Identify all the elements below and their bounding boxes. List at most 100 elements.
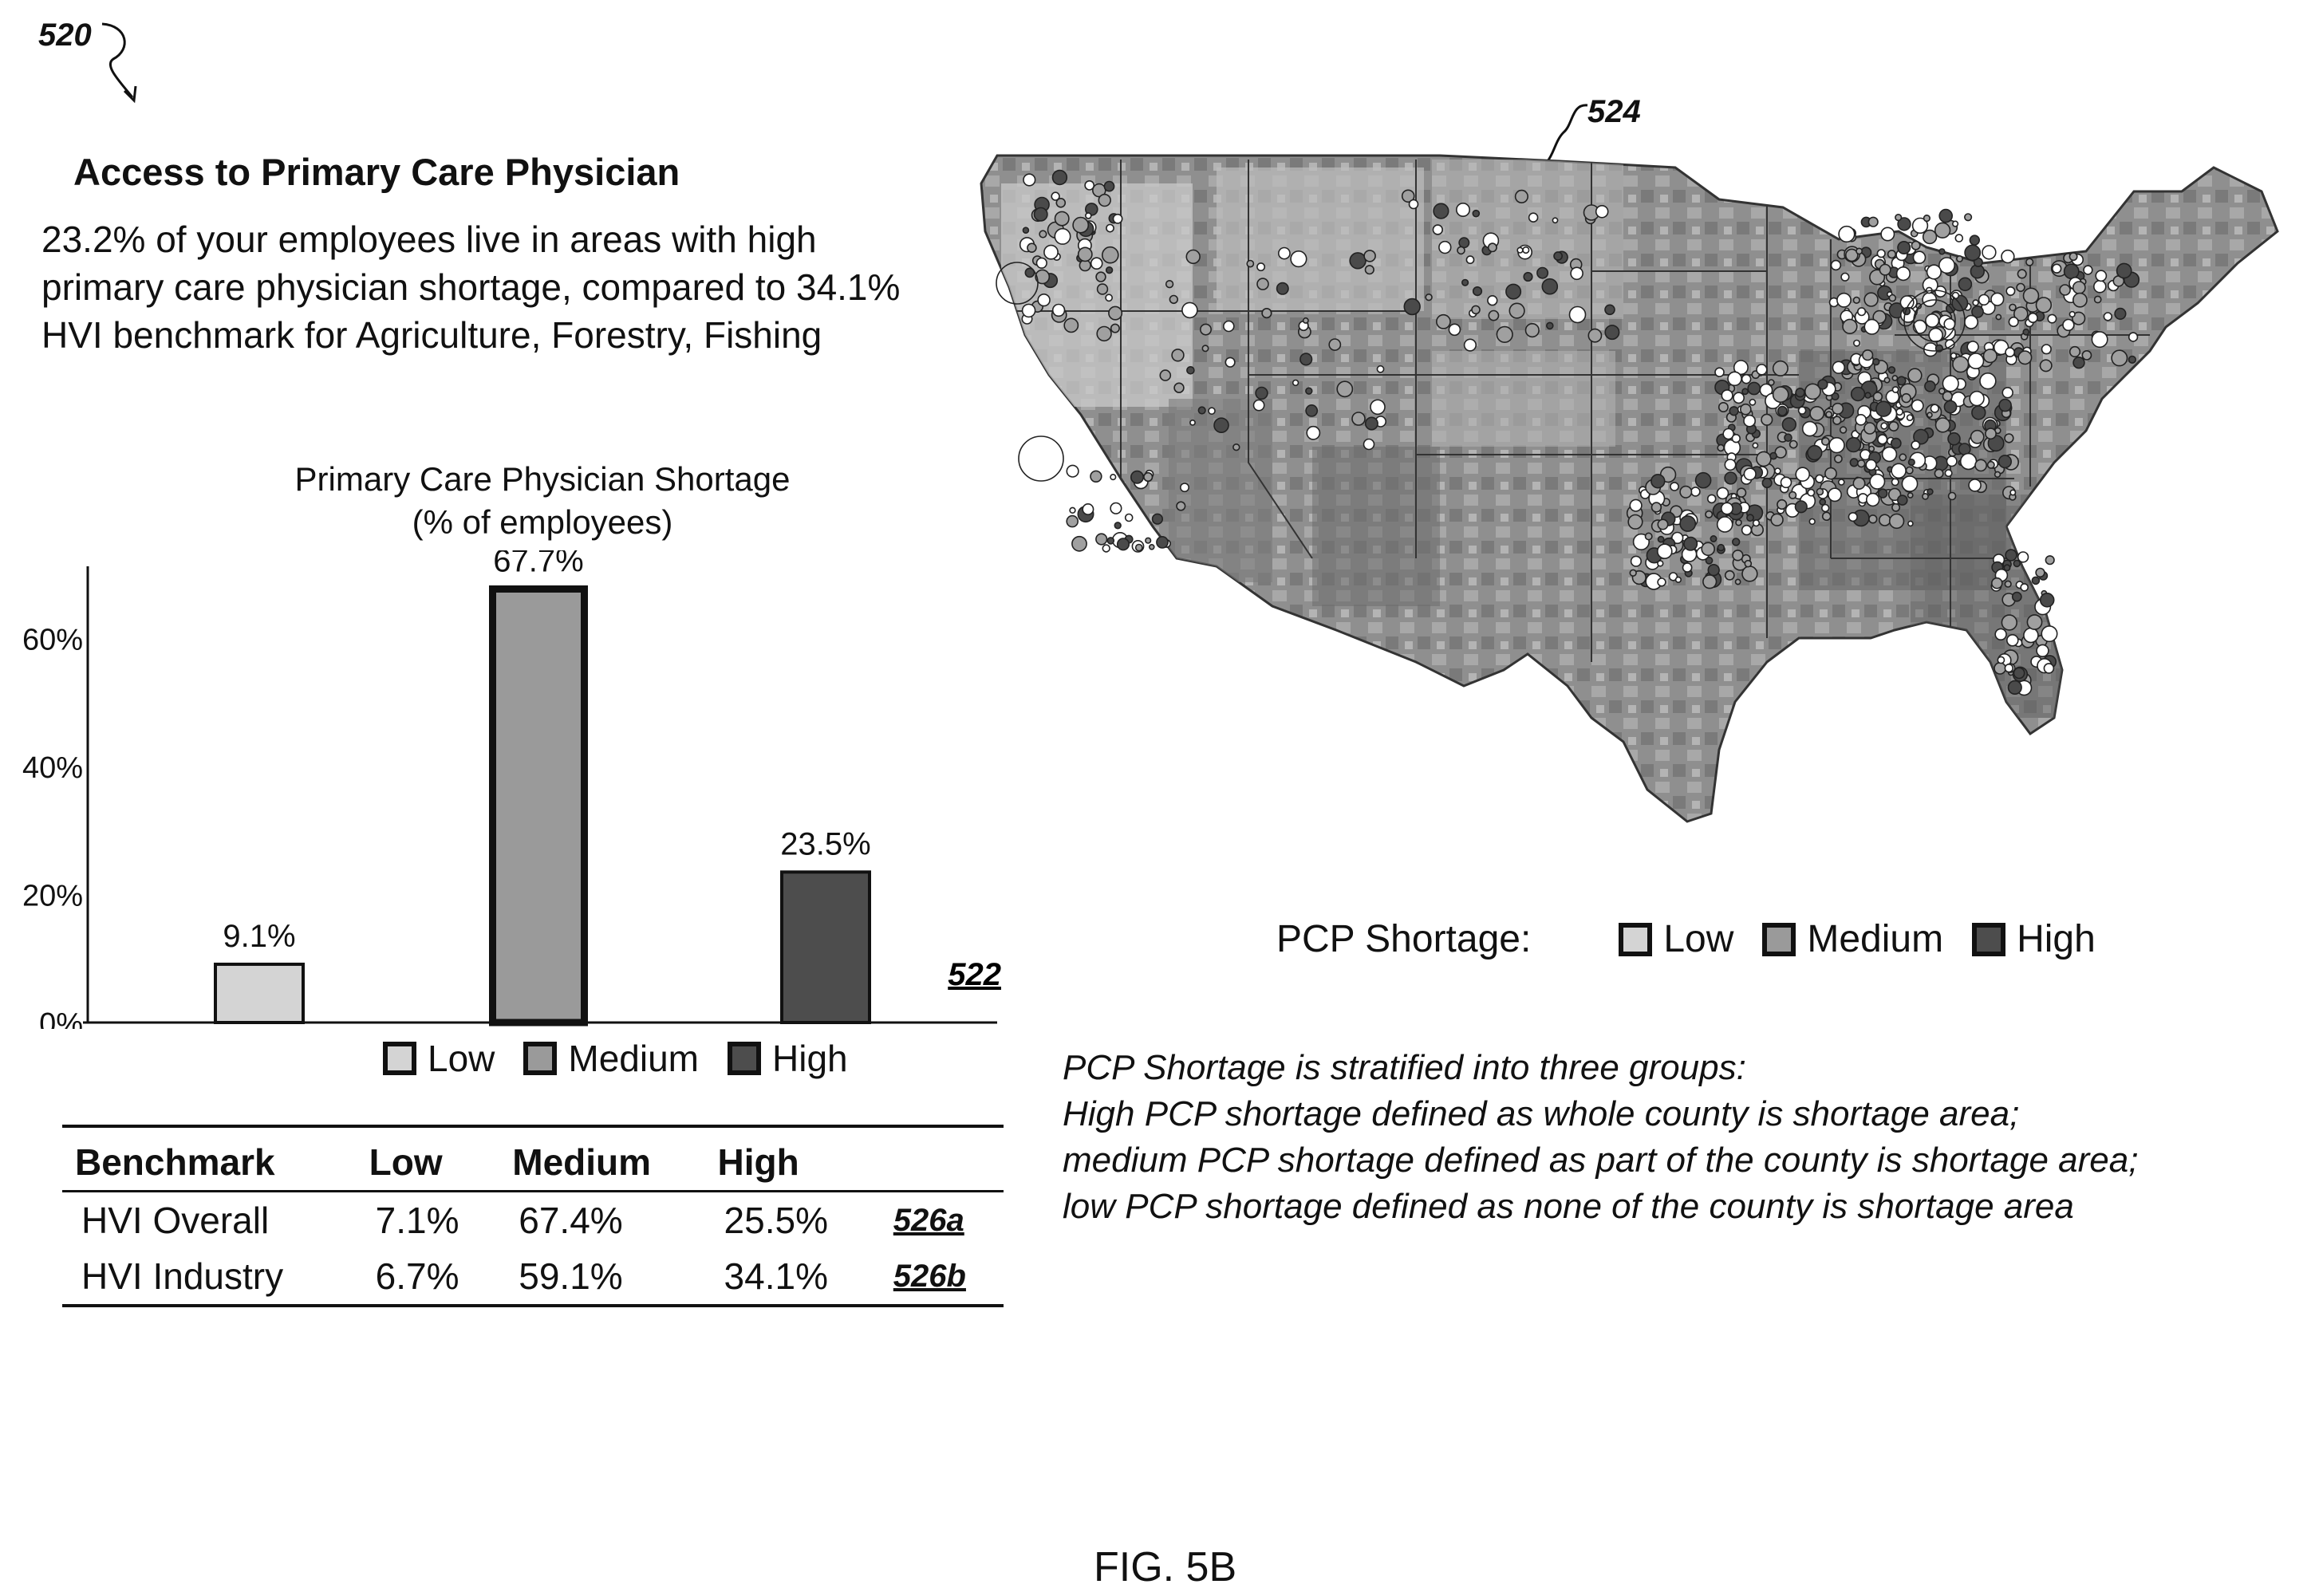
map-marker [1883, 376, 1891, 384]
row-high: 34.1% [724, 1255, 828, 1297]
map-marker [1966, 341, 1979, 353]
map-marker [1718, 401, 1729, 412]
map-marker [2041, 625, 2058, 643]
map-marker [2005, 286, 2016, 297]
map-marker [2095, 270, 2108, 282]
map-marker [1524, 323, 1540, 338]
chart-title: Primary Care Physician Shortage [294, 460, 791, 498]
map-marker [2045, 555, 2055, 565]
chart-legend: Low Medium High [383, 1037, 877, 1080]
map-marker [1657, 560, 1664, 567]
map-marker [1706, 494, 1717, 504]
map-marker [1875, 400, 1892, 417]
map-marker [1994, 662, 2006, 675]
map-marker [1895, 266, 1911, 282]
map-marker [1741, 388, 1749, 396]
map-marker [1545, 321, 1554, 330]
map-marker [1705, 556, 1714, 565]
map-marker [1824, 467, 1837, 480]
map-marker [1463, 338, 1477, 352]
map-marker [1994, 471, 2001, 478]
map-legend-text-low: Low [1663, 918, 1734, 960]
map-marker [1880, 227, 1895, 242]
map-marker [1729, 406, 1739, 416]
map-marker [1890, 437, 1902, 449]
map-marker [1741, 373, 1752, 384]
map-marker [1722, 428, 1735, 440]
map-marker [1679, 515, 1697, 532]
map-marker [1809, 405, 1825, 421]
map-marker [1630, 555, 1643, 567]
map-marker [1895, 408, 1903, 416]
row-low: 6.7% [375, 1255, 459, 1297]
map-marker [1024, 267, 1035, 278]
map-marker [2063, 263, 2080, 280]
map-marker [1761, 477, 1773, 489]
map-marker [1911, 240, 1921, 250]
map-marker [2047, 313, 2057, 324]
map-land [980, 154, 2279, 823]
map-marker [1106, 537, 1115, 545]
map-marker [2005, 549, 2017, 562]
map-marker [2026, 614, 2043, 630]
map-marker [1749, 398, 1757, 406]
map-marker [1186, 365, 1195, 375]
map-marker [1774, 446, 1787, 459]
map-marker [1907, 368, 1923, 383]
map-marker [1710, 534, 1718, 542]
map-marker [1978, 294, 1990, 306]
map-marker [1947, 432, 1961, 446]
map-marker [1856, 307, 1867, 317]
map-marker [1717, 443, 1725, 452]
map-marker [1817, 379, 1828, 390]
map-marker [1472, 209, 1481, 218]
map-marker [1985, 428, 1997, 440]
map-marker [1952, 356, 1970, 373]
map-marker [2116, 262, 2132, 279]
map-marker [2051, 263, 2062, 274]
map-marker [1942, 391, 1953, 402]
map-marker [1110, 323, 1120, 333]
map-marker [1903, 290, 1966, 352]
map-marker [1794, 500, 1808, 514]
map-marker [1888, 294, 1897, 302]
map-marker [1066, 514, 1079, 528]
map-marker [1831, 392, 1840, 401]
row-low: 7.1% [375, 1200, 459, 1241]
map-marker [2022, 328, 2030, 336]
map-marker [1657, 577, 1666, 587]
map-marker [1084, 180, 1095, 191]
map-marker [1887, 250, 1896, 259]
map-marker [1528, 212, 1539, 223]
map-marker [1768, 379, 1775, 386]
map-marker [2072, 311, 2086, 325]
map-marker [2128, 355, 2136, 365]
map-marker [1105, 266, 1114, 274]
map-marker [1954, 234, 1964, 242]
map-marker [1777, 499, 1788, 510]
map-marker [1149, 543, 1155, 550]
map-marker [1102, 246, 1119, 264]
map-marker [1795, 388, 1805, 398]
map-marker [1071, 535, 1087, 552]
map-marker [1891, 502, 1901, 512]
map-marker [1907, 492, 1914, 499]
map-marker [1328, 338, 1342, 351]
map-marker [1090, 470, 1102, 483]
map-marker [1906, 414, 1914, 421]
map-marker [1306, 425, 1321, 440]
map-marker [2128, 332, 2139, 342]
map-marker [1897, 217, 1911, 231]
map-marker [1197, 406, 1206, 415]
map-marker [1868, 445, 1875, 452]
map-marker [1971, 405, 1986, 420]
map-marker [1650, 502, 1662, 513]
map-marker [1705, 510, 1714, 518]
map-marker [1956, 255, 1964, 263]
map-marker [1370, 399, 1386, 416]
map-marker [1991, 577, 2003, 589]
map-marker [1179, 483, 1189, 493]
bar-value-label: 9.1% [223, 919, 295, 954]
map-marker [1508, 302, 1525, 319]
map-marker [1924, 380, 1936, 392]
